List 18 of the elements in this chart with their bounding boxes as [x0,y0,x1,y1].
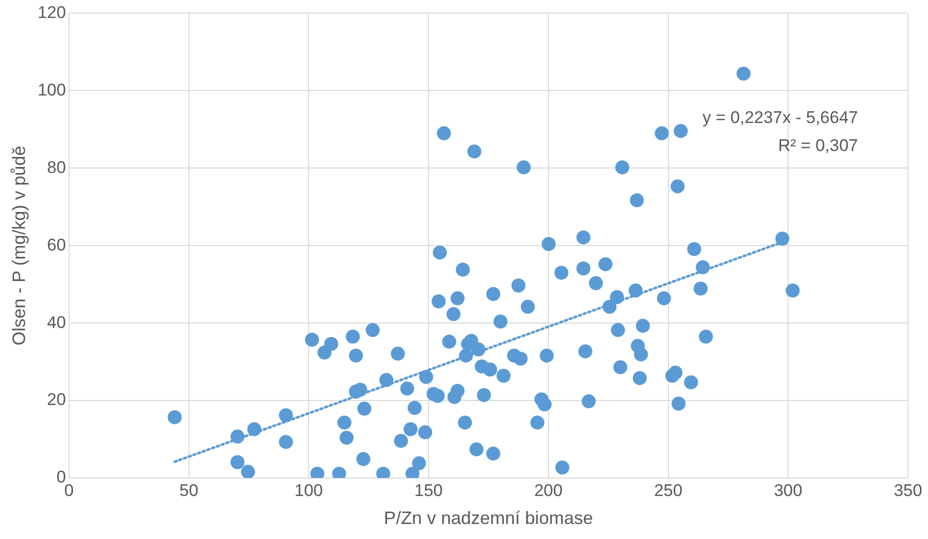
y-axis-title: Olsen - P (mg/kg) v půdě [8,146,29,346]
y-tick-label: 100 [38,80,66,100]
x-tick-label: 250 [654,480,682,500]
x-tick-label: 350 [894,480,922,500]
y-tick-label: 40 [47,312,66,332]
y-tick-label: 120 [38,2,66,22]
x-tick-label: 100 [294,480,323,500]
y-tick-label: 20 [47,390,66,410]
x-tick-label: 150 [414,480,443,500]
x-tick-label: 300 [774,480,802,500]
x-axis-title: P/Zn v nadzemní biomase [384,508,594,528]
annotation: R² = 0,307 [778,136,858,155]
y-tick-label: 0 [56,468,66,487]
x-tick-label: 50 [179,480,198,500]
x-tick-label: 200 [534,480,563,500]
annotation: y = 0,2237x - 5,6647 [702,108,858,127]
y-tick-label: 60 [47,235,66,254]
y-tick-label: 80 [47,158,66,177]
